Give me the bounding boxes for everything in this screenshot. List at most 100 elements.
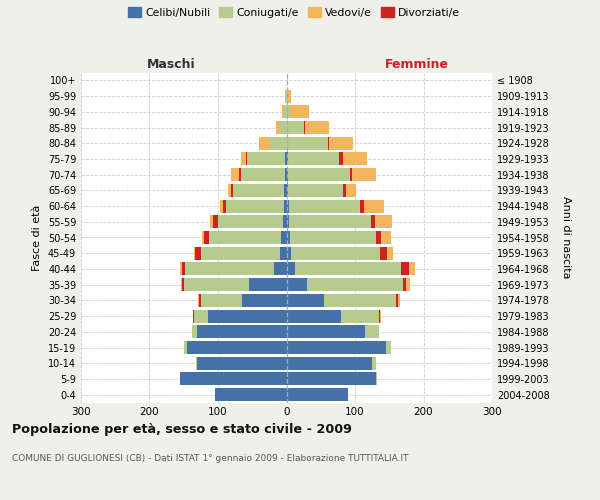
Bar bbox=[287, 357, 372, 370]
Bar bbox=[280, 247, 287, 260]
Bar bbox=[194, 310, 208, 322]
Bar bbox=[269, 137, 287, 149]
Bar bbox=[283, 106, 287, 118]
Bar bbox=[281, 231, 287, 244]
Bar bbox=[288, 90, 291, 102]
Bar bbox=[203, 231, 209, 244]
Bar bbox=[201, 247, 280, 260]
Bar bbox=[287, 310, 341, 322]
Bar bbox=[361, 200, 364, 212]
Bar bbox=[287, 216, 289, 228]
Bar bbox=[324, 294, 396, 307]
Bar bbox=[386, 341, 391, 354]
Bar bbox=[259, 137, 269, 149]
Bar bbox=[287, 388, 348, 401]
Bar bbox=[290, 106, 309, 118]
Bar bbox=[339, 152, 343, 166]
Bar bbox=[276, 121, 280, 134]
Bar bbox=[287, 372, 376, 386]
Bar bbox=[196, 357, 197, 370]
Bar bbox=[194, 247, 196, 260]
Bar bbox=[283, 216, 287, 228]
Bar bbox=[242, 294, 287, 307]
Bar bbox=[247, 152, 285, 166]
Bar bbox=[196, 247, 201, 260]
Bar bbox=[289, 216, 371, 228]
Bar bbox=[287, 137, 328, 149]
Bar bbox=[215, 388, 287, 401]
Bar bbox=[181, 262, 182, 276]
Y-axis label: Fasce di età: Fasce di età bbox=[32, 204, 42, 270]
Bar bbox=[290, 247, 380, 260]
Bar bbox=[289, 200, 361, 212]
Bar bbox=[202, 231, 203, 244]
Bar bbox=[233, 184, 284, 197]
Bar bbox=[295, 262, 401, 276]
Bar bbox=[287, 247, 290, 260]
Bar bbox=[398, 294, 400, 307]
Bar bbox=[280, 121, 287, 134]
Bar bbox=[396, 294, 398, 307]
Text: Maschi: Maschi bbox=[146, 58, 196, 71]
Bar bbox=[380, 247, 386, 260]
Bar bbox=[376, 372, 377, 386]
Bar bbox=[287, 231, 290, 244]
Bar bbox=[184, 341, 187, 354]
Y-axis label: Anni di nascita: Anni di nascita bbox=[561, 196, 571, 279]
Text: COMUNE DI GUGLIONESI (CB) - Dati ISTAT 1° gennaio 2009 - Elaborazione TUTTITALIA: COMUNE DI GUGLIONESI (CB) - Dati ISTAT 1… bbox=[12, 454, 409, 463]
Bar bbox=[198, 294, 199, 307]
Bar bbox=[209, 231, 281, 244]
Bar bbox=[350, 168, 352, 181]
Bar bbox=[379, 310, 380, 322]
Bar bbox=[182, 278, 184, 291]
Bar bbox=[287, 294, 324, 307]
Bar bbox=[187, 341, 287, 354]
Bar bbox=[249, 278, 287, 291]
Bar bbox=[199, 294, 201, 307]
Bar bbox=[329, 137, 353, 149]
Bar bbox=[287, 90, 288, 102]
Bar bbox=[376, 231, 381, 244]
Bar bbox=[185, 262, 274, 276]
Bar bbox=[285, 90, 287, 102]
Bar bbox=[365, 326, 379, 338]
Bar bbox=[197, 326, 287, 338]
Bar bbox=[241, 168, 285, 181]
Bar bbox=[192, 326, 197, 338]
Bar bbox=[287, 168, 288, 181]
Bar bbox=[285, 168, 287, 181]
Bar bbox=[386, 247, 394, 260]
Bar bbox=[181, 372, 287, 386]
Bar bbox=[212, 216, 218, 228]
Bar bbox=[282, 106, 283, 118]
Bar bbox=[372, 357, 376, 370]
Bar bbox=[274, 262, 287, 276]
Bar bbox=[239, 168, 241, 181]
Bar bbox=[201, 294, 242, 307]
Bar bbox=[182, 262, 185, 276]
Bar bbox=[305, 121, 329, 134]
Bar bbox=[208, 310, 287, 322]
Bar bbox=[343, 184, 346, 197]
Bar bbox=[287, 326, 365, 338]
Bar bbox=[287, 262, 295, 276]
Bar bbox=[288, 184, 343, 197]
Bar bbox=[371, 216, 375, 228]
Bar bbox=[241, 152, 246, 166]
Bar bbox=[375, 216, 392, 228]
Bar bbox=[290, 231, 376, 244]
Bar bbox=[381, 231, 391, 244]
Text: Femmine: Femmine bbox=[385, 58, 449, 71]
Bar bbox=[328, 137, 329, 149]
Bar bbox=[406, 278, 410, 291]
Bar bbox=[218, 216, 283, 228]
Bar bbox=[246, 152, 247, 166]
Text: Popolazione per età, sesso e stato civile - 2009: Popolazione per età, sesso e stato civil… bbox=[12, 422, 352, 436]
Bar bbox=[341, 310, 379, 322]
Bar bbox=[403, 278, 406, 291]
Bar bbox=[409, 262, 415, 276]
Bar bbox=[287, 106, 290, 118]
Bar bbox=[304, 121, 305, 134]
Bar bbox=[288, 152, 339, 166]
Bar bbox=[287, 200, 289, 212]
